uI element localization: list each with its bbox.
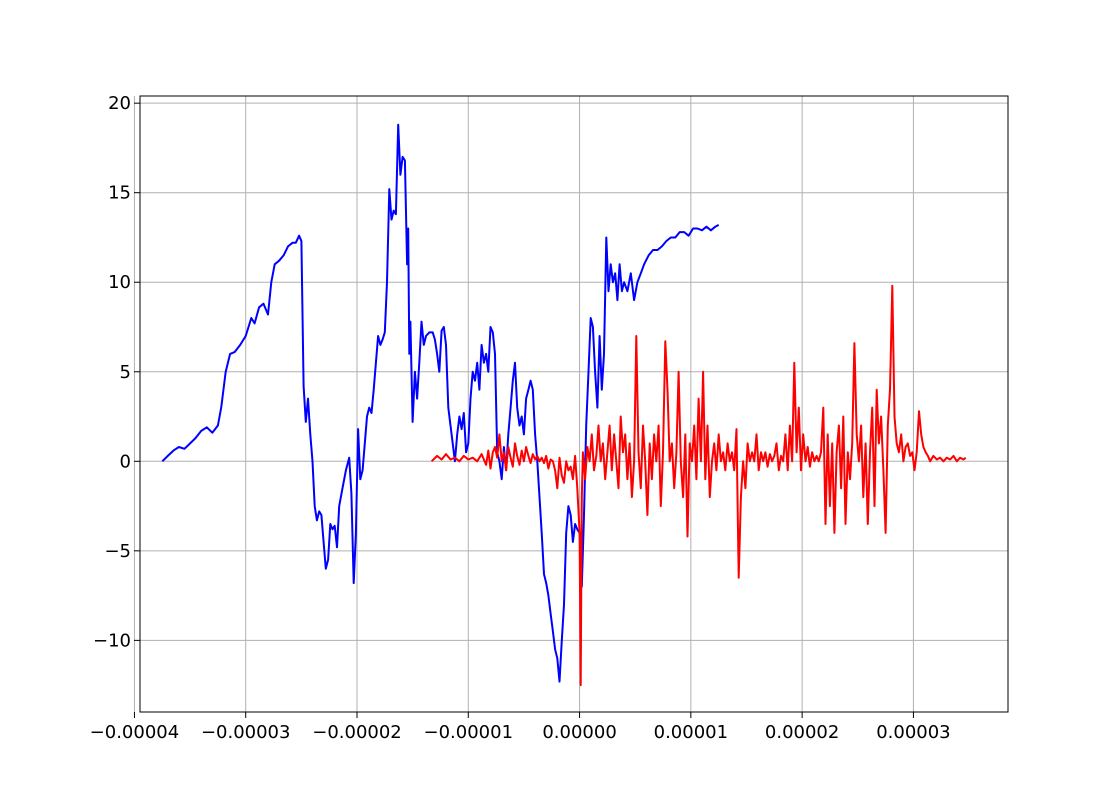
x-tick-label: 0.00000 (542, 722, 616, 743)
y-tick-label: −5 (104, 541, 131, 562)
series-group (161, 123, 967, 687)
x-tick-label: −0.00001 (424, 722, 514, 743)
series-line-2 (430, 284, 967, 687)
y-tick-label: 0 (120, 451, 131, 472)
y-tick-label: 10 (108, 272, 131, 293)
y-tick-label: 5 (120, 362, 131, 383)
x-tick-label: 0.00001 (654, 722, 728, 743)
x-tick-label: −0.00004 (90, 722, 180, 743)
series-line-1 (161, 123, 720, 683)
y-tick-label: −10 (93, 630, 131, 651)
x-axis: −0.00004 −0.00003 −0.00002 −0.00001 0.00000 0… (90, 712, 951, 743)
y-tick-label: 20 (108, 93, 131, 114)
y-tick-label: 15 (108, 183, 131, 204)
y-axis: −10 −5 0 5 10 15 20 (93, 93, 140, 651)
x-tick-label: 0.00002 (765, 722, 839, 743)
plot-frame (139, 95, 1009, 713)
x-tick-label: −0.00003 (201, 722, 291, 743)
x-tick-label: −0.00002 (312, 722, 402, 743)
x-tick-label: 0.00003 (876, 722, 950, 743)
